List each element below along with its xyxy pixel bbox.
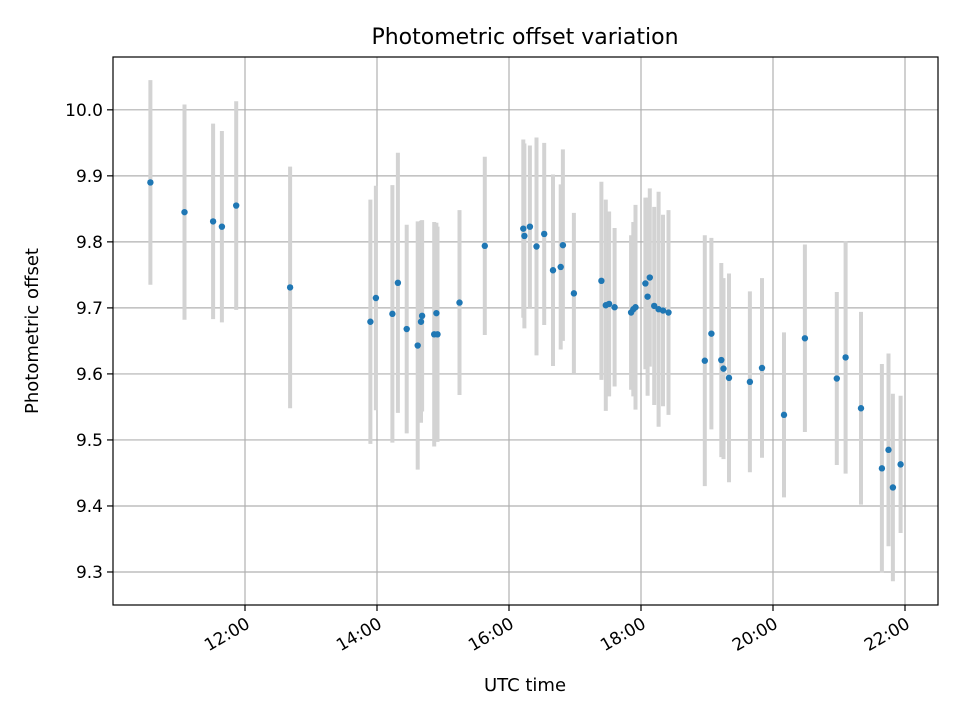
y-tick-label: 9.7 [76,299,103,319]
data-point [878,465,886,472]
data-point [181,208,188,216]
data-point [209,218,217,225]
y-axis-label: Photometric offset [22,248,43,414]
data-point [780,411,788,419]
data-point [801,335,809,342]
data-point [718,356,725,364]
y-tick-label: 9.6 [76,365,103,385]
plot-frame [112,56,939,606]
data-point [218,223,226,230]
data-point [857,405,865,412]
data-points [147,179,904,491]
data-point [758,364,766,372]
y-tick-label: 9.3 [76,563,103,583]
data-point [557,263,564,271]
data-point [549,267,557,274]
data-point [418,312,426,320]
data-point [520,225,527,232]
data-point [541,230,548,238]
data-point [720,365,727,372]
data-point [725,374,733,382]
data-point [897,461,904,468]
y-tick-label: 9.8 [76,233,103,253]
data-point [481,242,488,250]
data-point [456,299,463,306]
data-point [414,342,421,349]
data-point [559,241,567,249]
data-point [526,223,534,230]
data-point [665,309,672,316]
data-point [659,307,667,314]
data-point [746,378,754,386]
data-point [372,294,380,302]
data-point [646,274,653,281]
data-point [701,357,708,364]
data-point [651,302,658,310]
chart-title: Photometric offset variation [371,25,678,50]
y-tick-label: 9.9 [76,167,103,187]
data-point [842,354,849,361]
data-point [533,243,540,250]
data-point [611,304,618,311]
data-point [521,232,528,240]
data-point [389,310,396,318]
y-tick-label: 9.4 [76,497,103,517]
data-point [394,279,402,287]
data-point [434,331,441,338]
data-point [367,318,374,325]
data-point [403,325,410,333]
y-tick-label: 10.0 [65,101,103,121]
data-point [889,484,897,491]
data-point [433,309,440,317]
data-point [598,277,605,285]
y-tick-label: 9.5 [76,431,103,451]
data-point [885,446,892,454]
data-point [286,284,294,291]
data-point [147,179,154,186]
data-point [632,304,639,311]
data-point [417,318,425,325]
data-point [642,280,649,287]
x-axis-label: UTC time [484,675,566,696]
data-point [605,300,613,308]
data-point [644,293,651,300]
data-point [233,202,240,209]
data-point [833,375,840,382]
data-point [708,330,715,337]
data-point [570,290,578,297]
